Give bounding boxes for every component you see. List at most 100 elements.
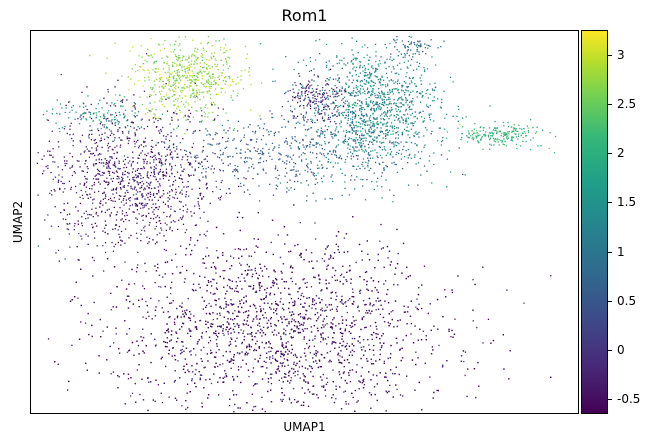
cell-point	[155, 179, 157, 181]
cell-point	[209, 202, 211, 204]
cell-point	[387, 85, 389, 87]
cell-point	[140, 203, 143, 206]
cell-point	[351, 128, 353, 130]
cell-point	[535, 132, 537, 134]
cell-point	[161, 229, 163, 231]
cell-point	[76, 160, 78, 162]
cell-point	[182, 87, 184, 89]
cell-point	[426, 105, 428, 108]
cell-point	[386, 107, 388, 109]
cell-point	[371, 141, 373, 143]
cell-point	[441, 98, 443, 101]
cell-point	[122, 132, 124, 134]
cell-point	[380, 56, 382, 58]
cell-point	[43, 170, 45, 172]
cell-point	[131, 68, 133, 70]
cell-point	[184, 106, 186, 108]
cell-point	[225, 76, 227, 78]
cell-point	[172, 64, 174, 66]
cell-point	[360, 126, 362, 128]
cell-point	[366, 75, 368, 77]
cell-point	[317, 172, 319, 174]
cell-point	[120, 201, 123, 203]
cell-point	[198, 94, 200, 96]
cell-point	[367, 91, 369, 93]
cell-point	[185, 229, 188, 231]
cell-point	[487, 136, 490, 138]
cell-point	[341, 42, 343, 45]
cell-point	[335, 134, 337, 137]
cell-point	[518, 124, 520, 126]
cell-point	[349, 124, 351, 126]
cell-point	[376, 121, 379, 123]
cell-point	[73, 229, 75, 231]
cell-point	[326, 92, 328, 94]
cell-point	[514, 127, 516, 129]
cell-point	[169, 228, 171, 230]
cell-point	[82, 116, 85, 118]
cell-point	[184, 114, 186, 116]
cell-point	[410, 91, 412, 93]
cell-point	[157, 119, 159, 122]
cell-point	[323, 155, 325, 157]
cell-point	[333, 115, 335, 117]
cell-point	[158, 152, 160, 154]
cell-point	[365, 83, 367, 85]
cell-point	[194, 130, 196, 132]
cell-point	[349, 93, 352, 95]
cell-point	[371, 65, 373, 67]
cell-point	[176, 63, 178, 66]
cell-point	[165, 171, 168, 173]
cell-point	[354, 110, 356, 112]
cell-point	[278, 146, 280, 149]
cell-point	[126, 136, 128, 138]
cell-point	[104, 197, 106, 199]
cell-point	[362, 66, 364, 69]
cell-point	[474, 132, 476, 134]
cell-point	[381, 113, 383, 115]
cell-point	[243, 191, 246, 193]
cell-point	[350, 179, 352, 181]
cell-point	[63, 182, 65, 185]
cell-point	[169, 226, 171, 228]
cell-point	[393, 194, 395, 196]
cell-point	[169, 164, 171, 166]
cell-point	[318, 38, 321, 41]
cell-point	[352, 130, 355, 132]
cell-point	[137, 175, 139, 177]
cell-point	[305, 164, 308, 167]
cell-point	[59, 187, 61, 190]
cell-point	[154, 228, 156, 230]
cell-point	[345, 64, 347, 66]
cell-point	[106, 177, 108, 179]
cell-point	[322, 94, 325, 96]
cell-point	[120, 139, 122, 141]
cell-point	[201, 151, 203, 153]
cell-point	[185, 193, 187, 196]
cell-point	[140, 177, 142, 180]
cell-point	[391, 125, 393, 127]
cell-point	[100, 203, 102, 205]
cell-point	[180, 149, 182, 151]
cell-point	[136, 197, 138, 199]
cell-point	[301, 87, 304, 89]
cell-point	[106, 166, 108, 168]
cell-point	[360, 88, 362, 90]
cell-point	[163, 193, 165, 195]
cell-point	[384, 84, 387, 86]
cell-point	[390, 71, 393, 73]
cell-point	[86, 178, 88, 180]
cell-point	[132, 121, 134, 124]
cell-point	[385, 112, 387, 114]
cell-point	[405, 117, 407, 120]
cell-point	[360, 113, 363, 115]
cell-point	[240, 79, 242, 81]
cell-point	[391, 90, 393, 92]
cell-point	[156, 193, 158, 195]
cell-point	[334, 121, 336, 123]
cell-point	[194, 156, 196, 158]
cell-point	[154, 114, 156, 116]
cell-point	[185, 191, 188, 193]
cell-point	[493, 140, 495, 142]
cell-point	[171, 188, 173, 191]
